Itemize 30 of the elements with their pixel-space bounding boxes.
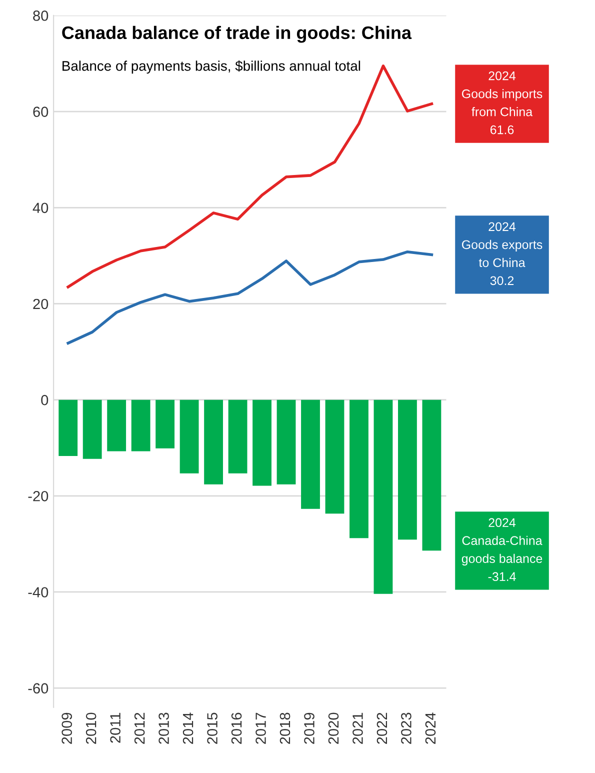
y-tick-label: -20 bbox=[28, 491, 48, 502]
x-tick-label: 2010 bbox=[86, 712, 96, 744]
y-tick-label: 40 bbox=[32, 202, 48, 214]
y-tick-label: 0 bbox=[41, 394, 48, 406]
x-tick-label: 2021 bbox=[352, 712, 363, 744]
y-tick-label: -60 bbox=[28, 683, 48, 694]
x-tick-label: 2017 bbox=[256, 712, 266, 744]
annotation: 2024 Goods imports from China 61.6 bbox=[462, 71, 542, 134]
annotation: 2024 Goods exports to China 30.2 bbox=[462, 222, 542, 286]
y-tick-label: 60 bbox=[33, 106, 48, 117]
line-series bbox=[66, 250, 434, 345]
x-tick-label: 2018 bbox=[280, 712, 290, 744]
x-tick-label: 2015 bbox=[207, 712, 218, 744]
x-tick-label: 2022 bbox=[376, 712, 388, 744]
y-tick-label: -40 bbox=[28, 587, 48, 598]
x-tick-label: 2013 bbox=[158, 712, 169, 744]
x-tick-label: 2009 bbox=[62, 712, 72, 744]
text: Canada balance of trade in goods: China bbox=[62, 26, 412, 43]
x-tick-label: 2014 bbox=[182, 712, 194, 744]
x-tick-label: 2012 bbox=[134, 712, 145, 744]
x-tick-label: 2016 bbox=[231, 712, 242, 744]
text: Balance of payments basis, $billions annual total bbox=[62, 60, 360, 74]
x-tick-label: 2023 bbox=[401, 712, 412, 744]
annotation: 2024 Canada-China goods balance -31.4 bbox=[462, 518, 542, 582]
y-tick-label: 80 bbox=[33, 10, 48, 21]
x-tick-label: 2020 bbox=[328, 712, 339, 744]
x-tick-label: 2019 bbox=[304, 712, 314, 744]
y-tick-label: 20 bbox=[33, 298, 48, 310]
x-tick-label: 2011 bbox=[110, 712, 120, 743]
x-tick-label: 2024 bbox=[425, 712, 436, 744]
